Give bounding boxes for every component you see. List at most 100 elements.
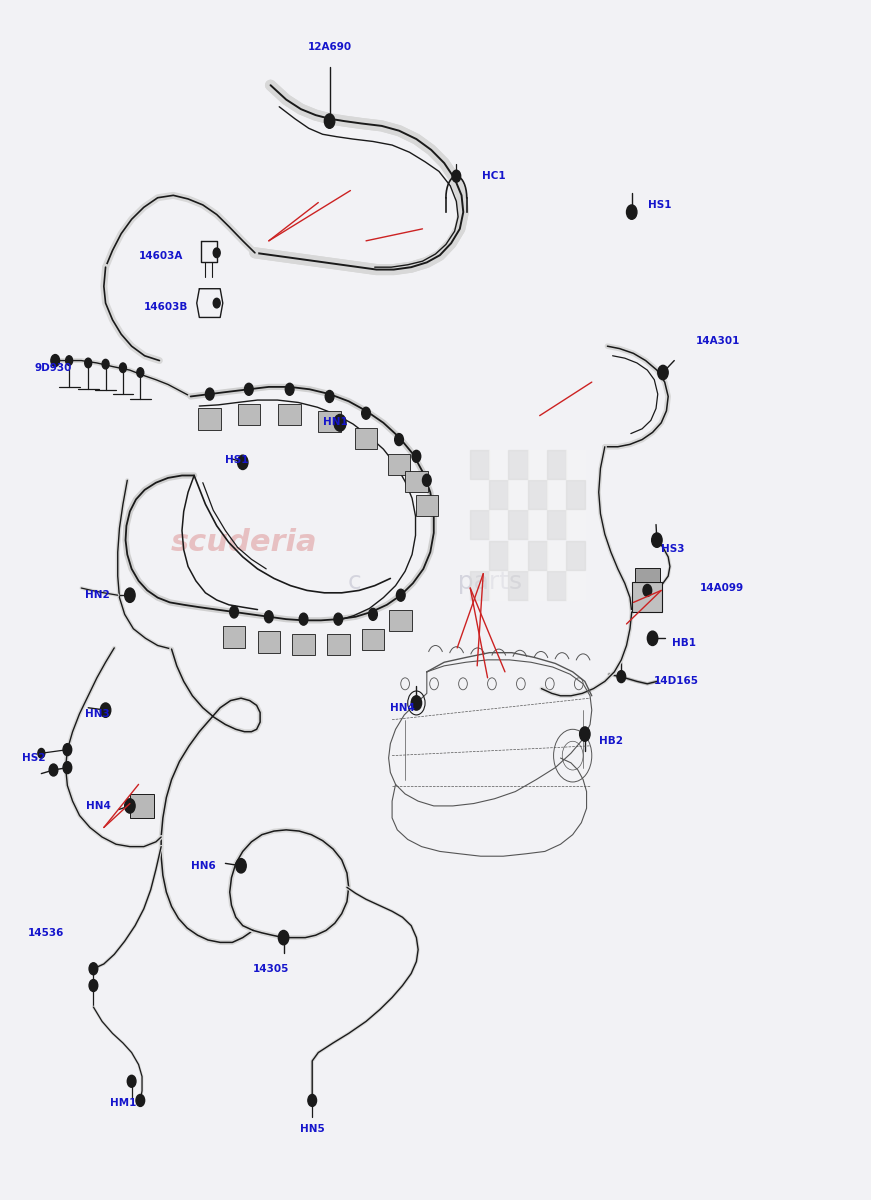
Bar	[566, 510, 584, 540]
Bar	[547, 571, 566, 600]
Bar	[130, 794, 154, 818]
Circle shape	[422, 474, 431, 486]
Bar	[490, 510, 509, 540]
Bar	[528, 480, 547, 509]
Bar	[566, 541, 584, 570]
Bar	[528, 571, 547, 600]
Bar	[327, 634, 349, 655]
Bar	[223, 626, 246, 648]
Circle shape	[617, 671, 625, 683]
Circle shape	[119, 362, 126, 372]
Circle shape	[652, 533, 662, 547]
Bar	[490, 480, 509, 509]
Bar	[199, 408, 221, 430]
Circle shape	[236, 859, 246, 872]
Circle shape	[307, 1094, 316, 1106]
Bar	[279, 403, 300, 425]
Text: HS1: HS1	[648, 200, 672, 210]
Circle shape	[658, 365, 668, 379]
Bar	[258, 631, 280, 653]
Bar	[547, 480, 566, 509]
Bar	[361, 629, 384, 650]
Circle shape	[230, 606, 239, 618]
Text: 14D165: 14D165	[654, 677, 699, 686]
Text: 14A301: 14A301	[696, 336, 740, 347]
Text: HN4: HN4	[86, 800, 111, 811]
Text: HN1: HN1	[322, 416, 348, 427]
Circle shape	[412, 450, 421, 462]
Circle shape	[325, 390, 334, 402]
Bar	[547, 541, 566, 570]
Text: HM1: HM1	[110, 1098, 136, 1108]
Circle shape	[626, 205, 637, 220]
Circle shape	[395, 433, 403, 445]
Text: HS3: HS3	[661, 544, 685, 553]
Bar	[566, 571, 584, 600]
Circle shape	[102, 359, 109, 368]
Text: HN5: HN5	[300, 1124, 325, 1134]
Text: HS1: HS1	[226, 455, 249, 464]
Circle shape	[452, 170, 461, 182]
Circle shape	[265, 611, 273, 623]
Bar	[415, 494, 438, 516]
Circle shape	[63, 762, 71, 774]
Bar	[470, 480, 490, 509]
Bar	[318, 410, 341, 432]
Text: HN2: HN2	[84, 590, 110, 600]
Text: scuderia: scuderia	[172, 528, 318, 557]
Circle shape	[300, 613, 307, 625]
Circle shape	[334, 414, 346, 431]
Circle shape	[213, 299, 220, 308]
Circle shape	[368, 608, 377, 620]
Circle shape	[334, 613, 342, 625]
Circle shape	[647, 631, 658, 646]
Bar	[405, 470, 428, 492]
Circle shape	[238, 455, 248, 469]
Bar	[354, 427, 377, 449]
Bar	[528, 510, 547, 540]
Bar	[509, 541, 528, 570]
Text: HB2: HB2	[598, 737, 623, 746]
Circle shape	[49, 764, 57, 776]
Circle shape	[213, 248, 220, 258]
Bar	[635, 568, 659, 582]
Bar	[509, 571, 528, 600]
Circle shape	[84, 358, 91, 367]
Text: c            parts: c parts	[348, 570, 523, 594]
Text: HN3: HN3	[84, 709, 110, 719]
Text: 14603A: 14603A	[138, 251, 183, 262]
Bar	[490, 450, 509, 479]
Circle shape	[286, 383, 294, 395]
Text: 12A690: 12A690	[307, 42, 352, 52]
Text: HN4: HN4	[390, 703, 415, 713]
Bar	[470, 571, 490, 600]
Bar	[509, 450, 528, 479]
Bar	[547, 510, 566, 540]
Bar	[490, 571, 509, 600]
Bar	[631, 582, 662, 612]
Text: 9D930: 9D930	[34, 362, 71, 373]
Bar	[470, 541, 490, 570]
Text: 14603B: 14603B	[144, 301, 188, 312]
Circle shape	[279, 930, 289, 944]
Circle shape	[136, 1094, 145, 1106]
Text: HB1: HB1	[672, 638, 696, 648]
Text: 14A099: 14A099	[699, 583, 744, 593]
Circle shape	[127, 1075, 136, 1087]
Bar	[547, 450, 566, 479]
Bar	[238, 403, 260, 425]
Text: 14305: 14305	[253, 964, 289, 973]
Bar	[470, 450, 490, 479]
Circle shape	[137, 367, 144, 377]
Bar	[293, 634, 314, 655]
Bar	[509, 510, 528, 540]
Bar	[388, 454, 410, 475]
Circle shape	[63, 744, 71, 756]
Circle shape	[396, 589, 405, 601]
Bar	[490, 541, 509, 570]
Bar	[566, 450, 584, 479]
Bar	[509, 480, 528, 509]
Bar	[389, 610, 412, 631]
Circle shape	[579, 727, 590, 742]
Circle shape	[324, 114, 334, 128]
